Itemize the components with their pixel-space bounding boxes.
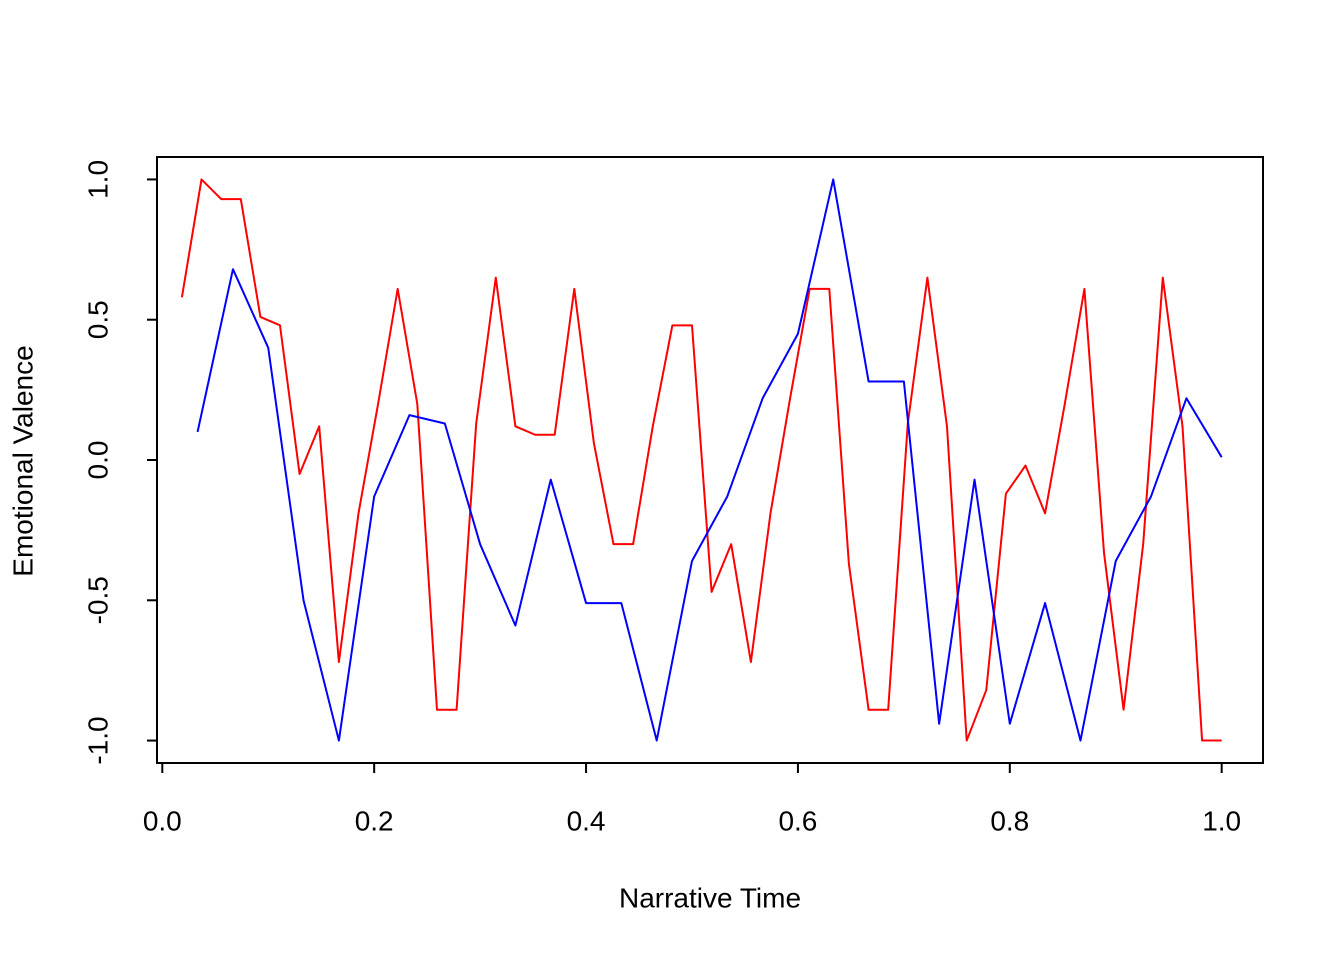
- x-tick-label: 0.4: [567, 805, 606, 836]
- x-axis-label: Narrative Time: [619, 882, 801, 913]
- series-line: [180, 178, 1222, 742]
- y-tick-label: 0.5: [82, 300, 113, 339]
- y-tick-label: 1.0: [82, 160, 113, 199]
- x-tick-label: 0.6: [778, 805, 817, 836]
- y-tick-label: -1.0: [82, 716, 113, 764]
- y-axis-label: Emotional Valence: [7, 345, 38, 576]
- y-tick-label: 0.0: [82, 441, 113, 480]
- x-tick-label: 1.0: [1202, 805, 1241, 836]
- series-line: [196, 178, 1223, 742]
- x-tick-label: 0.0: [143, 805, 182, 836]
- x-tick-label: 0.2: [355, 805, 394, 836]
- y-tick-label: -0.5: [82, 576, 113, 624]
- x-tick-label: 0.8: [990, 805, 1029, 836]
